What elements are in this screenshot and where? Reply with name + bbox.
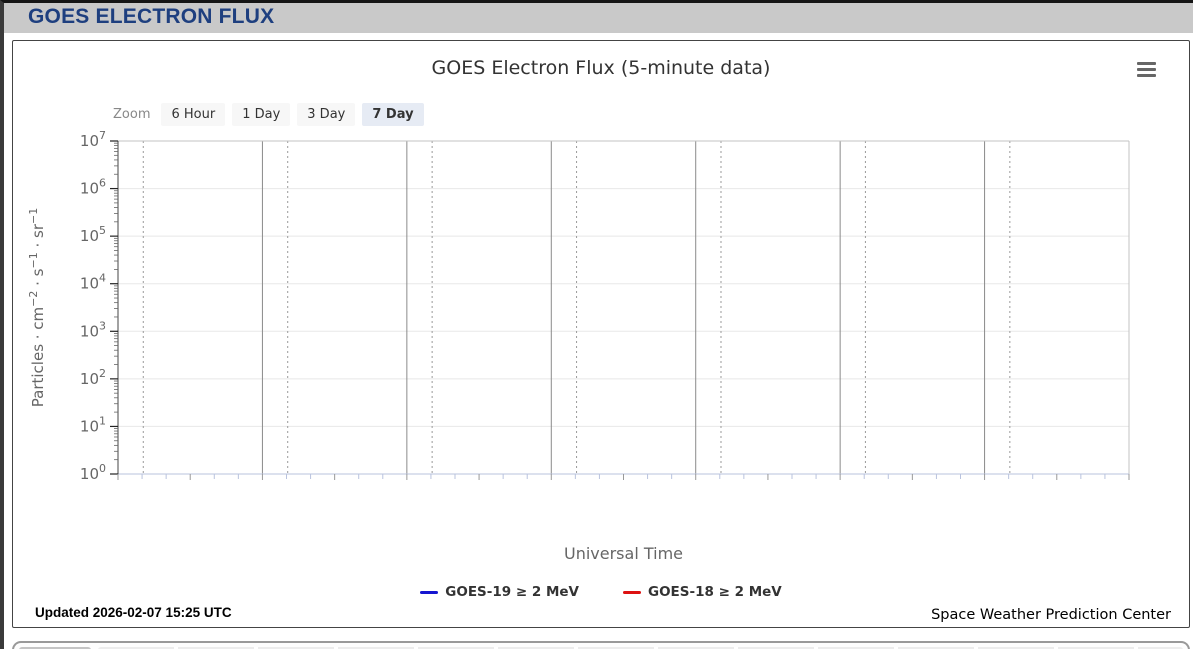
zoom-buttons: 6 Hour 1 Day 3 Day 7 Day [154, 103, 424, 126]
legend: GOES-19 ≥ 2 MeV GOES-18 ≥ 2 MeV [13, 584, 1189, 600]
legend-item-goes-18[interactable]: GOES-18 ≥ 2 MeV [623, 584, 782, 600]
zoom-button-3-day[interactable]: 3 Day [297, 103, 356, 126]
xaxis-title: Universal Time [563, 544, 683, 563]
legend-item-label: GOES-19 ≥ 2 MeV [445, 584, 579, 600]
legend-item-label: GOES-18 ≥ 2 MeV [648, 584, 782, 600]
chart-context-menu-button[interactable] [1135, 62, 1157, 80]
bottom-tab-selected[interactable] [19, 647, 91, 649]
goes-electron-flux-panel: GOES Electron Flux (5-minute data) Zoom … [12, 40, 1190, 628]
legend-line-icon [623, 590, 641, 594]
y-tick-label: 104 [80, 272, 106, 293]
credit-link[interactable]: Space Weather Prediction Center [931, 607, 1171, 623]
y-tick-label: 105 [80, 224, 106, 245]
y-tick-label: 107 [80, 129, 106, 150]
hamburger-icon [1136, 62, 1156, 65]
page-title: GOES ELECTRON FLUX [28, 5, 275, 28]
hamburger-icon [1136, 74, 1156, 77]
flux-plot[interactable]: 100 101 102 103 104 105 106 107 Particles · cm−2… [13, 41, 1191, 629]
zoom-label: Zoom [113, 107, 151, 122]
updated-timestamp: Updated 2026-02-07 15:25 UTC [35, 605, 232, 620]
legend-line-icon [420, 590, 439, 594]
y-tick-label: 103 [80, 319, 106, 340]
y-tick-label: 100 [80, 462, 106, 483]
bottom-panel-partial [12, 641, 1190, 649]
chart-title: GOES Electron Flux (5-minute data) [431, 57, 771, 79]
hamburger-icon [1136, 68, 1156, 71]
zoom-button-row: Zoom 6 Hour 1 Day 3 Day 7 Day [113, 103, 424, 126]
zoom-button-1-day[interactable]: 1 Day [232, 103, 291, 126]
zoom-button-7-day[interactable]: 7 Day [362, 103, 424, 126]
y-tick-label: 106 [80, 177, 106, 198]
y-tick-label: 102 [80, 367, 106, 388]
y-tick-label: 101 [80, 414, 106, 435]
zoom-button-6-hour[interactable]: 6 Hour [161, 103, 226, 126]
bottom-tab-strip[interactable] [98, 647, 1183, 649]
page-header-strip: GOES ELECTRON FLUX [4, 3, 1193, 33]
legend-item-goes-19[interactable]: GOES-19 ≥ 2 MeV [420, 584, 579, 600]
yaxis-title: Particles · cm−2 · s−1 · sr−1 [27, 208, 47, 407]
